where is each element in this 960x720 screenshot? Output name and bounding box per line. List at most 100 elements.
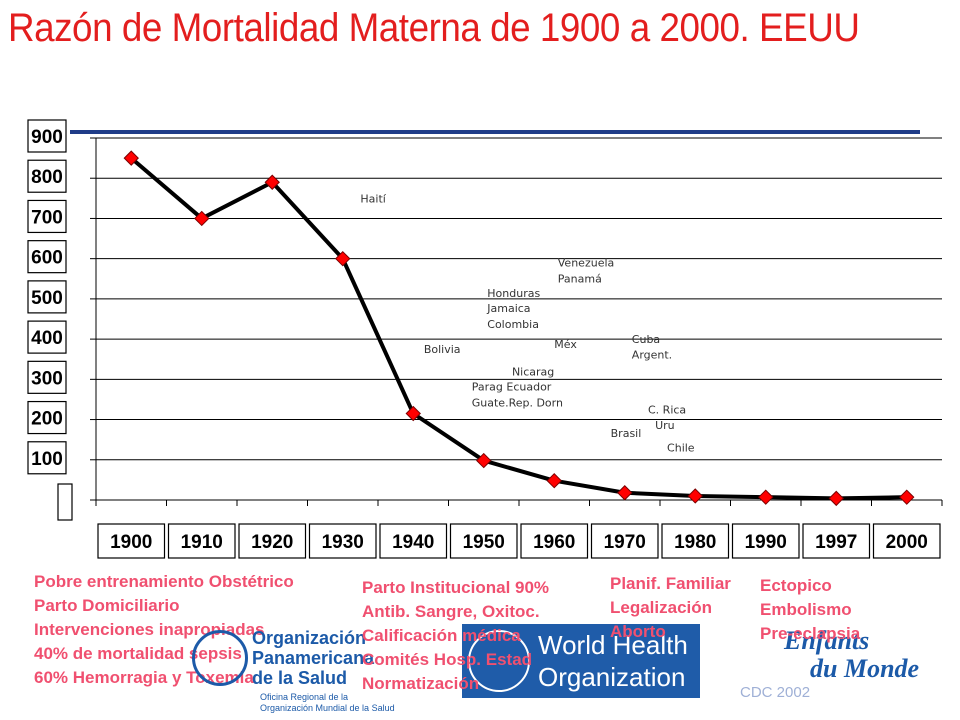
mdm-logo-line: du Monde [810, 654, 920, 683]
notes-column-4: Ectopico Embolismo Pre-eclapsia [760, 574, 860, 646]
source-footer: CDC 2002 [740, 684, 811, 701]
y-tick-box [27, 159, 67, 193]
note-text: Parto Institucional 90% [362, 578, 550, 597]
x-tick-label: 1990 [745, 532, 787, 553]
who-logo-line: Organization [538, 662, 686, 692]
data-point [758, 489, 774, 505]
data-point [335, 250, 351, 267]
data-point [617, 485, 633, 501]
x-tick-box [731, 523, 800, 559]
note-text: Normatización [362, 674, 480, 693]
y-tick-label: 600 [31, 248, 63, 269]
note-text: Parto Domiciliario [34, 596, 180, 615]
note-text: Planif. Familiar [610, 574, 731, 593]
ops-logo-subtitle: Oficina Regional de la [260, 692, 349, 702]
annotation-label: Parag Ecuador [472, 381, 552, 394]
y-tick-label: 700 [31, 207, 63, 228]
y-tick-box [27, 441, 67, 475]
x-tick-label: 1960 [533, 532, 575, 553]
data-point [476, 452, 492, 469]
annotation-label: Haití [360, 192, 386, 205]
x-tick-box [449, 523, 518, 559]
y-zero-box [57, 483, 73, 521]
data-point [123, 150, 139, 166]
y-tick-box [27, 199, 67, 234]
y-tick-label: 100 [31, 449, 63, 470]
ops-logo: Organización Panamericana de la Salud Of… [190, 626, 395, 716]
y-tick-label: 800 [31, 167, 63, 188]
ops-logo-line: Organización [252, 628, 367, 648]
axes [90, 137, 943, 506]
medecins-du-monde-logo: Enfants du Monde [762, 626, 919, 688]
series-line [129, 156, 907, 501]
annotation-label: Chile [667, 442, 695, 455]
data-point [687, 488, 703, 504]
x-tick-label: 1920 [251, 532, 293, 553]
x-tick-label: 1980 [674, 532, 716, 553]
mdm-logo-line: Enfants [784, 626, 870, 655]
ops-seal-icon [192, 630, 248, 686]
y-tick-label-box: 800 [27, 159, 67, 193]
y-tick-label-box: 400 [27, 320, 67, 354]
y-tick-label-box: 900 [27, 119, 67, 153]
annotation-label: Panamá [558, 272, 602, 285]
annotation-label: C. Rica [648, 404, 686, 417]
y-tick-label: 400 [31, 328, 63, 349]
note-text: Pre-eclapsia [760, 624, 861, 643]
y-tick-label: 200 [31, 409, 63, 430]
who-emblem-icon [468, 630, 530, 692]
x-tick-label: 1910 [181, 532, 223, 553]
note-text: Comités Hosp. Estad [362, 650, 533, 669]
data-point [264, 174, 280, 190]
x-tick-label: 1970 [604, 532, 646, 553]
title-underline [70, 130, 920, 134]
x-tick-box [590, 523, 659, 559]
y-tick-labels: 900 800 700 600 500 400 300 200 100 [27, 119, 73, 521]
note-text: Legalización [610, 598, 713, 617]
x-tick-label: 1997 [815, 532, 857, 553]
note-text: Embolismo [760, 600, 852, 619]
y-tick-label: 300 [31, 368, 63, 389]
annotation-label: Argent. [632, 348, 672, 361]
y-tick-box [27, 360, 67, 394]
x-tick-label: 1900 [110, 532, 152, 553]
annotation-label: Bolivia [424, 343, 461, 356]
x-tick-box [97, 523, 166, 559]
gridlines [96, 137, 942, 461]
y-tick-label-box: 600 [27, 240, 67, 274]
y-tick-box [27, 320, 67, 354]
ops-logo-line: de la Salud [252, 668, 348, 688]
x-tick-labels: 1900 1910 1920 1930 1940 1950 1960 1970 1980 1990… [97, 523, 941, 559]
y-tick-label-box: 200 [27, 400, 67, 435]
ops-logo-subtitle: Organización Mundial de la Salud [260, 703, 395, 713]
annotation-label: Méx [554, 338, 577, 351]
data-point [194, 210, 210, 227]
note-text: Pobre entrenamiento Obstétrico [34, 572, 294, 591]
who-logo-line: World Health [538, 630, 688, 660]
note-text: Ectopico [760, 576, 832, 595]
x-tick-label: 1940 [392, 532, 434, 553]
y-tick-label: 500 [31, 288, 63, 309]
note-text: Aborto [610, 622, 666, 641]
note-text: Antib. Sangre, Oxitoc. [362, 602, 540, 621]
x-tick-box [167, 523, 236, 559]
series-line-path [129, 156, 907, 501]
annotation-label: Nicarag [512, 365, 554, 378]
x-tick-box [872, 523, 941, 559]
y-tick-label-box: 500 [27, 280, 67, 314]
annotation-label: Cuba [632, 333, 660, 346]
who-logo: World Health Organization [462, 624, 700, 698]
y-tick-box [27, 400, 67, 435]
annotation-label: Guate.Rep. Dorn [472, 397, 563, 410]
country-annotations: Haití Venezuela Panamá Honduras Jamaica Colom… [360, 192, 694, 454]
x-tick-box [802, 523, 871, 559]
y-tick-box [27, 280, 67, 314]
x-tick-box [520, 523, 589, 559]
y-tick-label: 900 [31, 127, 63, 148]
annotation-label: Jamaica [486, 302, 530, 315]
y-tick-box [27, 119, 67, 153]
ops-logo-line: Panamericana [252, 648, 375, 668]
series-markers [123, 150, 915, 507]
x-tick-box [238, 523, 307, 559]
